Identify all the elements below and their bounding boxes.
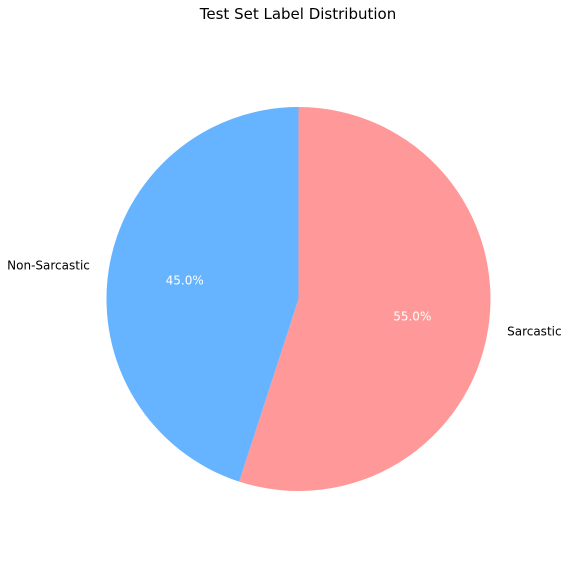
pie-labels: Sarcastic 55.0% Non-Sarcastic 45.0% (7, 258, 561, 338)
slice-percent-label: 55.0% (393, 310, 431, 324)
slice-label: Sarcastic (507, 325, 561, 339)
pie-slices (106, 107, 491, 492)
slice-label: Non-Sarcastic (7, 258, 90, 272)
pie-slice-sarcastic (239, 107, 491, 492)
chart-title: Test Set Label Distribution (199, 5, 396, 23)
slice-percent-label: 45.0% (166, 273, 204, 287)
pie-slice-non-sarcastic (106, 107, 299, 482)
